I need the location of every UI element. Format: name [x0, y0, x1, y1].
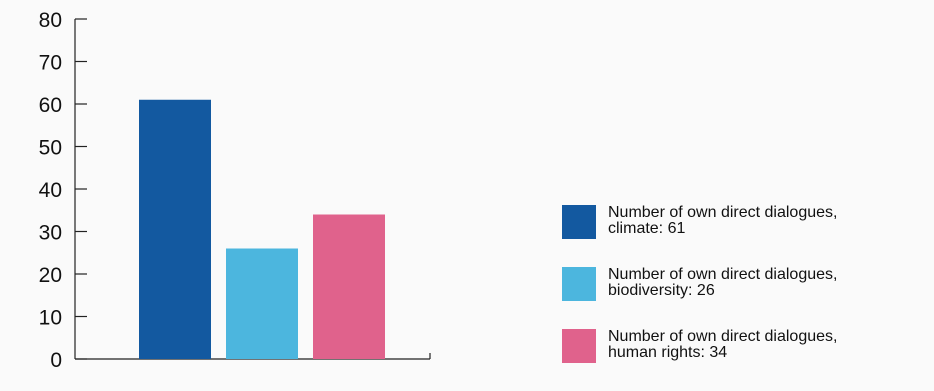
legend: Number of own direct dialogues, climate:…: [562, 205, 922, 391]
y-tick-label-30: 30: [39, 222, 62, 245]
legend-item-biodiversity: Number of own direct dialogues, biodiver…: [562, 267, 922, 303]
legend-label-climate-line1: Number of own direct dialogues,: [608, 204, 838, 221]
y-tick-label-10: 10: [39, 307, 62, 330]
legend-swatch-biodiversity: [562, 267, 596, 301]
y-tick-label-20: 20: [39, 264, 62, 287]
legend-swatch-human-rights: [562, 329, 596, 363]
y-tick-label-60: 60: [39, 94, 62, 117]
legend-label-climate-line2: climate: 61: [608, 220, 686, 237]
y-tick-label-0: 0: [50, 349, 62, 369]
legend-label-climate: Number of own direct dialogues, climate:…: [608, 205, 918, 237]
legend-item-human-rights: Number of own direct dialogues, human ri…: [562, 329, 922, 365]
bar-biodiversity: [226, 248, 298, 359]
chart: 0 10 20 30 40 50 60 70 80 Number of own direct d…: [39, 9, 838, 369]
bar-chart-svg: 0 10 20 30 40 50 60 70 80: [39, 9, 431, 369]
legend-item-climate: Number of own direct dialogues, climate:…: [562, 205, 922, 241]
bar-climate: [139, 99, 211, 359]
bar-human-rights: [313, 214, 385, 359]
legend-label-human-rights: Number of own direct dialogues, human ri…: [608, 329, 918, 361]
y-tick-label-50: 50: [39, 137, 62, 160]
legend-label-biodiversity: Number of own direct dialogues, biodiver…: [608, 267, 918, 299]
legend-label-human-rights-line1: Number of own direct dialogues,: [608, 328, 838, 345]
y-tick-label-80: 80: [39, 9, 62, 32]
legend-swatch-climate: [562, 205, 596, 239]
legend-label-biodiversity-line1: Number of own direct dialogues,: [608, 266, 838, 283]
legend-label-human-rights-line2: human rights: 34: [608, 344, 728, 361]
y-tick-label-40: 40: [39, 179, 62, 202]
legend-label-biodiversity-line2: biodiversity: 26: [608, 282, 715, 299]
y-tick-label-70: 70: [39, 52, 62, 75]
